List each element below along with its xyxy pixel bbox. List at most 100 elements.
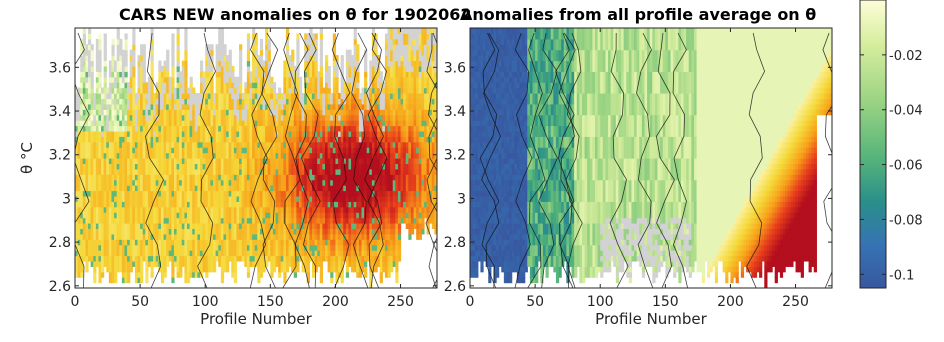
heatmap-cell <box>377 87 381 94</box>
heatmap-cell <box>88 93 92 100</box>
heatmap-cell <box>293 98 297 105</box>
heatmap-cell <box>197 130 201 137</box>
heatmap-cell <box>80 71 84 78</box>
heatmap-cell <box>249 76 253 83</box>
heatmap-cell <box>374 163 378 170</box>
heatmap-cell <box>121 168 126 175</box>
heatmap-cell <box>231 82 235 89</box>
heatmap-cell <box>75 109 79 116</box>
heatmap-cell <box>184 244 188 251</box>
heatmap-cell <box>293 141 297 148</box>
heatmap-cell <box>278 201 282 208</box>
heatmap-cell <box>330 244 334 251</box>
heatmap-cell <box>309 233 313 240</box>
heatmap-cell <box>116 114 120 121</box>
heatmap-cell <box>267 98 271 105</box>
heatmap-cell <box>98 179 102 186</box>
heatmap-cell <box>124 271 128 278</box>
heatmap-cell <box>239 109 243 116</box>
heatmap-cell <box>395 55 399 62</box>
heatmap-cell <box>327 266 331 273</box>
heatmap-cell <box>254 168 258 175</box>
heatmap-cell <box>343 206 347 213</box>
heatmap-cell <box>351 201 355 208</box>
heatmap-cell <box>293 255 297 262</box>
heatmap-cell <box>226 260 230 267</box>
heatmap-cell <box>145 82 149 89</box>
heatmap-cell <box>88 130 92 137</box>
heatmap-cell <box>114 65 118 72</box>
heatmap-cell <box>231 87 235 94</box>
heatmap-cell <box>108 141 113 148</box>
heatmap-cell <box>171 103 175 110</box>
heatmap-cell <box>179 82 183 89</box>
heatmap-cell <box>392 98 396 105</box>
heatmap-cell <box>379 93 383 100</box>
heatmap-cell <box>197 212 201 219</box>
heatmap-cell <box>220 136 225 143</box>
heatmap-cell <box>249 141 253 148</box>
heatmap-cell <box>226 233 230 240</box>
heatmap-cell <box>124 65 128 72</box>
heatmap-cell <box>332 87 337 94</box>
heatmap-cell <box>132 28 136 35</box>
heatmap-cell <box>364 195 368 202</box>
heatmap-cell <box>254 147 258 154</box>
heatmap-cell <box>184 82 188 89</box>
heatmap-cell <box>158 109 162 116</box>
heatmap-cell <box>348 174 352 181</box>
heatmap-cell <box>186 114 191 121</box>
heatmap-cell <box>335 60 339 67</box>
heatmap-cell <box>176 125 180 132</box>
heatmap-cell <box>384 130 389 137</box>
heatmap-cell <box>137 93 141 100</box>
heatmap-cell <box>335 114 339 121</box>
heatmap-cell <box>335 244 339 251</box>
heatmap-cell <box>392 260 396 267</box>
heatmap-cell <box>179 114 183 121</box>
heatmap-cell <box>90 255 94 262</box>
heatmap-cell <box>322 255 326 262</box>
heatmap-cell <box>137 179 141 186</box>
heatmap-cell <box>283 87 287 94</box>
heatmap-cell <box>322 158 326 165</box>
heatmap-cell <box>369 212 373 219</box>
heatmap-cell <box>134 244 139 251</box>
heatmap-cell <box>218 38 222 45</box>
heatmap-cell <box>163 239 167 246</box>
heatmap-cell <box>348 190 352 197</box>
heatmap-cell <box>280 125 284 132</box>
heatmap-cell <box>272 260 277 267</box>
heatmap-cell <box>236 190 240 197</box>
heatmap-cell <box>147 195 152 202</box>
heatmap-cell <box>233 185 238 192</box>
heatmap-cell <box>108 82 113 89</box>
heatmap-cell <box>267 103 271 110</box>
heatmap-cell <box>265 190 269 197</box>
heatmap-cell <box>267 223 271 230</box>
heatmap-cell <box>220 44 225 51</box>
heatmap-cell <box>298 87 303 94</box>
heatmap-cell <box>309 223 313 230</box>
heatmap-cell <box>322 244 326 251</box>
heatmap-cell <box>319 190 324 197</box>
heatmap-cell <box>103 93 107 100</box>
heatmap-cell <box>358 141 363 148</box>
heatmap-cell <box>379 98 383 105</box>
heatmap-cell <box>270 250 274 257</box>
heatmap-cell <box>85 125 89 132</box>
heatmap-cell <box>121 223 126 230</box>
heatmap-cell <box>387 250 391 257</box>
heatmap-cell <box>387 163 391 170</box>
heatmap-cell <box>296 174 300 181</box>
heatmap-cell <box>103 152 107 159</box>
heatmap-cell <box>309 136 313 143</box>
heatmap-cell <box>147 212 152 219</box>
heatmap-cell <box>377 217 381 224</box>
heatmap-cell <box>80 185 84 192</box>
heatmap-cell <box>301 114 305 121</box>
heatmap-cell <box>395 87 399 94</box>
heatmap-cell <box>343 195 347 202</box>
heatmap-cell <box>325 206 329 213</box>
